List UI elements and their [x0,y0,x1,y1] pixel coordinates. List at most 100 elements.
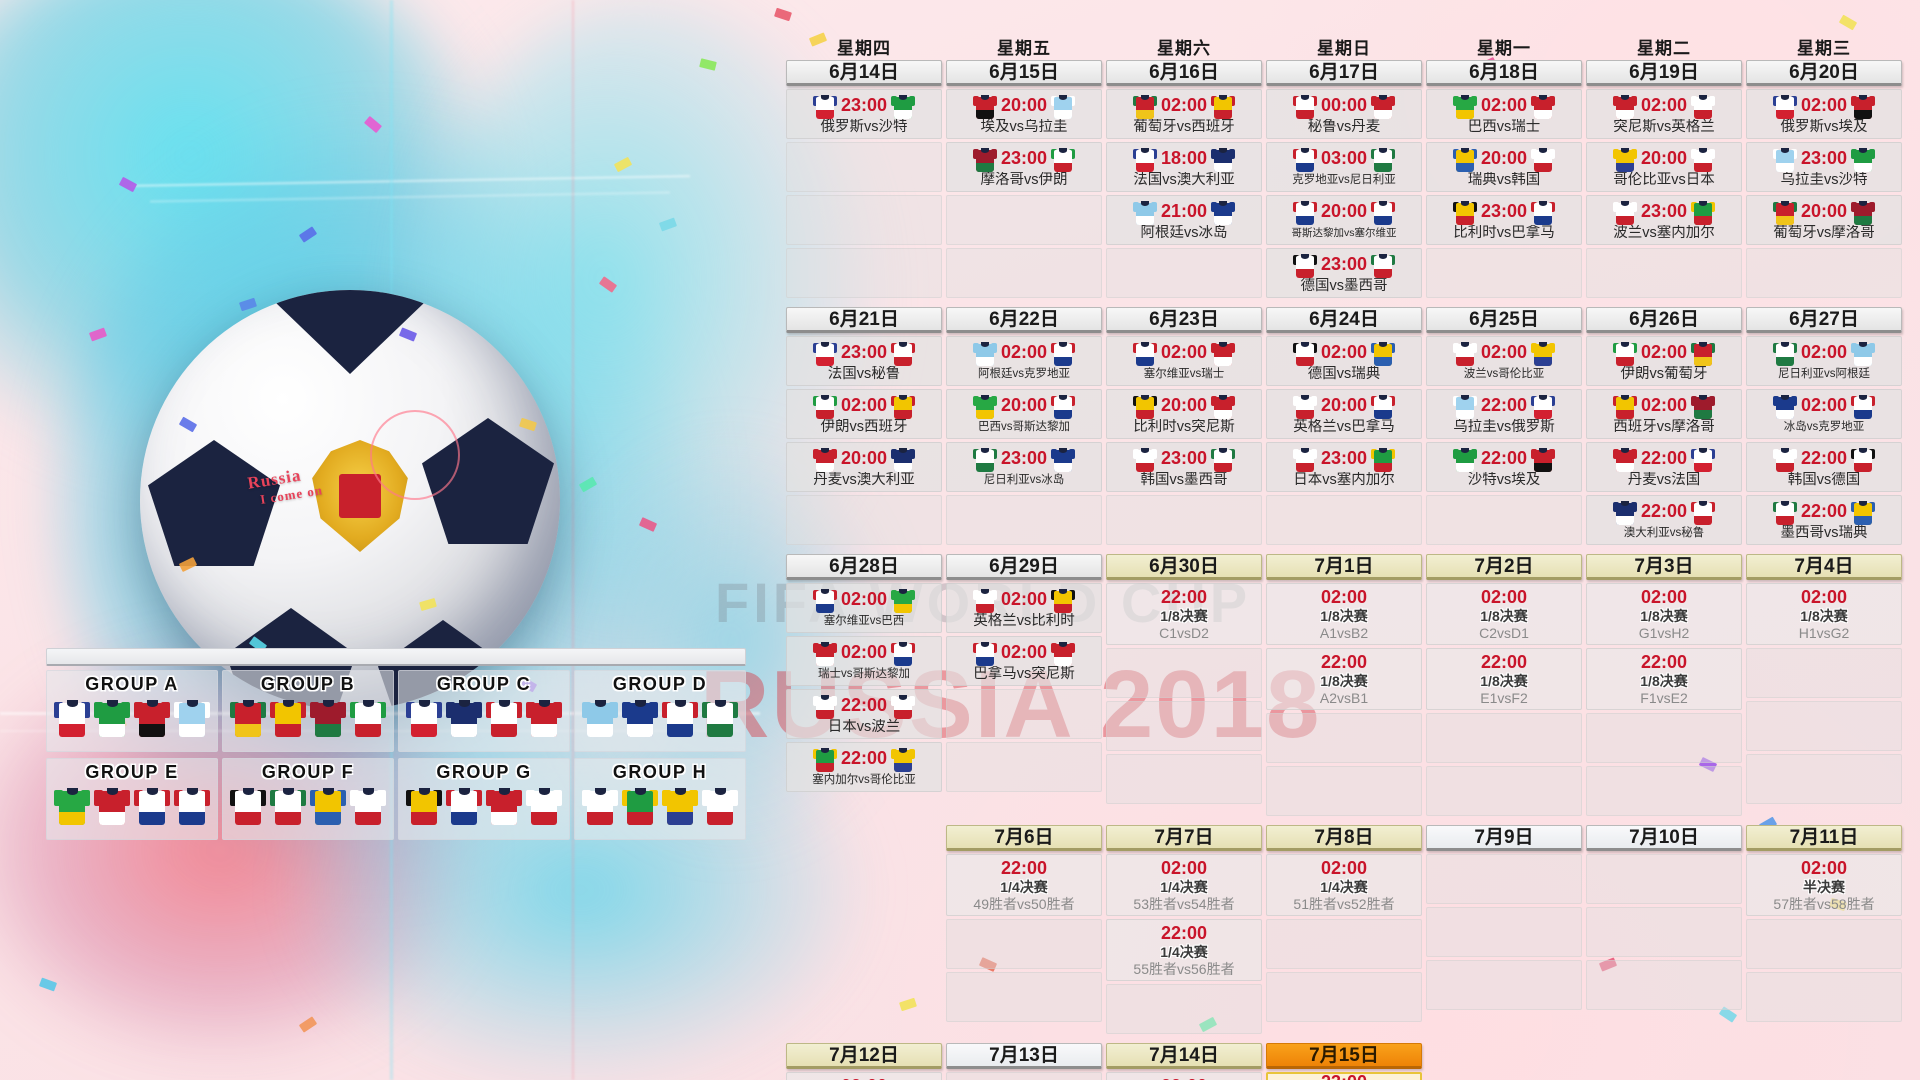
group-box-f[interactable]: GROUP F [222,758,394,840]
match-cell[interactable]: 23:00 法国vs秘鲁 [786,336,942,386]
date-header[interactable]: 7月10日 [1586,825,1742,851]
match-cell[interactable]: 23:00 尼日利亚vs冰岛 [946,442,1102,492]
match-cell[interactable]: 02:00 瑞士vs哥斯达黎加 [786,636,942,686]
knockout-match-cell[interactable]: 22:00三四名决赛61负者vs62负者 [1106,1072,1262,1080]
date-header[interactable]: 6月23日 [1106,307,1262,333]
date-header[interactable]: 7月13日 [946,1043,1102,1069]
match-cell[interactable]: 23:00 韩国vs墨西哥 [1106,442,1262,492]
match-cell[interactable]: 23:00 乌拉圭vs沙特 [1746,142,1902,192]
match-cell[interactable]: 23:00 俄罗斯vs沙特 [786,89,942,139]
match-cell[interactable]: 22:00 乌拉圭vs俄罗斯 [1426,389,1582,439]
knockout-match-cell[interactable]: 02:00 1/4决赛 53胜者vs54胜者 [1106,854,1262,916]
match-cell[interactable]: 00:00 秘鲁vs丹麦 [1266,89,1422,139]
date-header[interactable]: 6月20日 [1746,60,1902,86]
knockout-match-cell[interactable]: 02:00半决赛59胜者vs60胜者 [786,1072,942,1080]
match-cell[interactable]: 22:00 日本vs波兰 [786,689,942,739]
date-header[interactable]: 7月6日 [946,825,1102,851]
match-cell[interactable]: 23:00 比利时vs巴拿马 [1426,195,1582,245]
match-cell[interactable]: 20:00 埃及vs乌拉圭 [946,89,1102,139]
date-header[interactable]: 6月17日 [1266,60,1422,86]
knockout-match-cell[interactable]: 02:00 1/8决赛 C2vsD1 [1426,583,1582,645]
match-cell[interactable]: 20:00 葡萄牙vs摩洛哥 [1746,195,1902,245]
match-cell[interactable]: 18:00 法国vs澳大利亚 [1106,142,1262,192]
date-header[interactable]: 7月1日 [1266,554,1422,580]
date-header[interactable]: 6月27日 [1746,307,1902,333]
match-cell[interactable]: 02:00 塞尔维亚vs巴西 [786,583,942,633]
match-cell[interactable]: 02:00 英格兰vs比利时 [946,583,1102,633]
group-box-a[interactable]: GROUP A [46,670,218,752]
match-cell[interactable]: 02:00 巴拿马vs突尼斯 [946,636,1102,686]
date-header[interactable]: 7月2日 [1426,554,1582,580]
match-cell[interactable]: 20:00 哥斯达黎加vs塞尔维亚 [1266,195,1422,245]
date-header[interactable]: 7月9日 [1426,825,1582,851]
knockout-match-cell[interactable]: 22:00 1/8决赛 A2vsB1 [1266,648,1422,710]
match-cell[interactable]: 20:00 瑞典vs韩国 [1426,142,1582,192]
date-header[interactable]: 7月7日 [1106,825,1262,851]
date-header[interactable]: 7月8日 [1266,825,1422,851]
match-cell[interactable]: 02:00 伊朗vs葡萄牙 [1586,336,1742,386]
knockout-match-cell[interactable]: 02:00 1/8决赛 H1vsG2 [1746,583,1902,645]
match-cell[interactable]: 02:00 德国vs瑞典 [1266,336,1422,386]
match-cell[interactable]: 02:00 伊朗vs西班牙 [786,389,942,439]
date-header[interactable]: 6月21日 [786,307,942,333]
date-header[interactable]: 6月30日 [1106,554,1262,580]
date-header[interactable]: 6月18日 [1426,60,1582,86]
final-match-cell[interactable]: 23:00决 赛 [1266,1072,1422,1080]
group-box-b[interactable]: GROUP B [222,670,394,752]
match-cell[interactable]: 02:00 塞尔维亚vs瑞士 [1106,336,1262,386]
date-header[interactable]: 7月15日 [1266,1043,1422,1069]
date-header[interactable]: 7月14日 [1106,1043,1262,1069]
group-box-c[interactable]: GROUP C [398,670,570,752]
match-cell[interactable]: 22:00 韩国vs德国 [1746,442,1902,492]
match-cell[interactable]: 20:00 巴西vs哥斯达黎加 [946,389,1102,439]
match-cell[interactable]: 02:00 西班牙vs摩洛哥 [1586,389,1742,439]
match-cell[interactable]: 23:00 日本vs塞内加尔 [1266,442,1422,492]
match-cell[interactable]: 02:00 阿根廷vs克罗地亚 [946,336,1102,386]
match-cell[interactable]: 23:00 摩洛哥vs伊朗 [946,142,1102,192]
knockout-match-cell[interactable]: 22:00 1/8决赛 E1vsF2 [1426,648,1582,710]
date-header[interactable]: 6月14日 [786,60,942,86]
group-box-h[interactable]: GROUP H [574,758,746,840]
date-header[interactable]: 6月22日 [946,307,1102,333]
date-header[interactable]: 6月16日 [1106,60,1262,86]
knockout-match-cell[interactable]: 02:00 半决赛 57胜者vs58胜者 [1746,854,1902,916]
match-cell[interactable]: 02:00 波兰vs哥伦比亚 [1426,336,1582,386]
knockout-match-cell[interactable]: 02:00 1/8决赛 A1vsB2 [1266,583,1422,645]
knockout-match-cell[interactable]: 22:00 1/4决赛 55胜者vs56胜者 [1106,919,1262,981]
match-cell[interactable]: 20:00 丹麦vs澳大利亚 [786,442,942,492]
date-header[interactable]: 7月12日 [786,1043,942,1069]
knockout-match-cell[interactable]: 22:00 1/8决赛 C1vsD2 [1106,583,1262,645]
date-header[interactable]: 6月15日 [946,60,1102,86]
date-header[interactable]: 6月29日 [946,554,1102,580]
date-header[interactable]: 7月4日 [1746,554,1902,580]
knockout-match-cell[interactable]: 22:00 1/8决赛 F1vsE2 [1586,648,1742,710]
match-cell[interactable]: 23:00 波兰vs塞内加尔 [1586,195,1742,245]
match-cell[interactable]: 02:00 巴西vs瑞士 [1426,89,1582,139]
knockout-match-cell[interactable]: 02:00 1/4决赛 51胜者vs52胜者 [1266,854,1422,916]
match-cell[interactable]: 20:00 英格兰vs巴拿马 [1266,389,1422,439]
date-header[interactable]: 6月19日 [1586,60,1742,86]
date-header[interactable]: 6月28日 [786,554,942,580]
match-cell[interactable]: 03:00 克罗地亚vs尼日利亚 [1266,142,1422,192]
match-cell[interactable]: 02:00 突尼斯vs英格兰 [1586,89,1742,139]
match-cell[interactable]: 22:00 沙特vs埃及 [1426,442,1582,492]
date-header[interactable]: 6月24日 [1266,307,1422,333]
knockout-match-cell[interactable]: 02:00 1/8决赛 G1vsH2 [1586,583,1742,645]
date-header[interactable]: 6月25日 [1426,307,1582,333]
match-cell[interactable]: 20:00 哥伦比亚vs日本 [1586,142,1742,192]
knockout-match-cell[interactable]: 22:00 1/4决赛 49胜者vs50胜者 [946,854,1102,916]
match-cell[interactable]: 22:00 塞内加尔vs哥伦比亚 [786,742,942,792]
date-header[interactable]: 7月3日 [1586,554,1742,580]
match-cell[interactable]: 02:00 尼日利亚vs阿根廷 [1746,336,1902,386]
group-box-e[interactable]: GROUP E [46,758,218,840]
match-cell[interactable]: 20:00 比利时vs突尼斯 [1106,389,1262,439]
date-header[interactable]: 7月11日 [1746,825,1902,851]
match-cell[interactable]: 22:00 墨西哥vs瑞典 [1746,495,1902,545]
group-box-d[interactable]: GROUP D [574,670,746,752]
group-box-g[interactable]: GROUP G [398,758,570,840]
match-cell[interactable]: 21:00 阿根廷vs冰岛 [1106,195,1262,245]
match-cell[interactable]: 22:00 丹麦vs法国 [1586,442,1742,492]
date-header[interactable]: 6月26日 [1586,307,1742,333]
match-cell[interactable]: 22:00 澳大利亚vs秘鲁 [1586,495,1742,545]
match-cell[interactable]: 02:00 葡萄牙vs西班牙 [1106,89,1262,139]
